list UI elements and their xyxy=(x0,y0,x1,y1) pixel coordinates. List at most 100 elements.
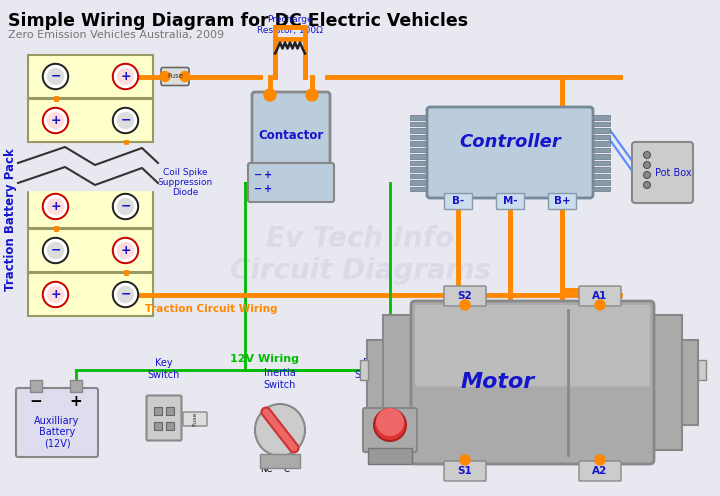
Bar xyxy=(444,193,472,209)
Circle shape xyxy=(644,172,650,179)
Bar xyxy=(592,161,610,165)
Circle shape xyxy=(306,89,318,101)
FancyBboxPatch shape xyxy=(579,286,621,306)
FancyBboxPatch shape xyxy=(28,273,153,316)
Bar xyxy=(360,360,368,380)
FancyBboxPatch shape xyxy=(146,395,181,440)
Circle shape xyxy=(160,71,170,81)
Text: Controller: Controller xyxy=(459,133,561,151)
Circle shape xyxy=(117,68,133,84)
Bar xyxy=(592,122,610,126)
Text: S1: S1 xyxy=(458,466,472,476)
Circle shape xyxy=(48,113,63,128)
Text: +: + xyxy=(50,114,60,127)
Bar xyxy=(410,167,428,172)
Text: −: − xyxy=(50,70,60,83)
Text: B+: B+ xyxy=(554,196,570,206)
Text: Traction Battery Pack: Traction Battery Pack xyxy=(4,149,17,291)
Text: Emergency
Stop Button(s): Emergency Stop Button(s) xyxy=(354,359,426,380)
Text: +: + xyxy=(120,70,131,83)
Bar xyxy=(30,380,42,392)
Bar xyxy=(496,193,524,209)
FancyBboxPatch shape xyxy=(28,185,153,228)
Bar xyxy=(410,161,428,165)
Circle shape xyxy=(42,238,68,263)
Bar xyxy=(410,180,428,185)
Circle shape xyxy=(48,243,63,258)
Text: NC: NC xyxy=(394,457,406,466)
Bar xyxy=(592,180,610,185)
Circle shape xyxy=(644,182,650,188)
Bar xyxy=(410,174,428,178)
Text: Motor: Motor xyxy=(460,372,534,392)
Bar xyxy=(410,141,428,145)
Bar xyxy=(592,128,610,132)
Bar xyxy=(592,141,610,145)
Circle shape xyxy=(45,65,66,87)
Text: B-: B- xyxy=(452,196,464,206)
Circle shape xyxy=(595,455,605,465)
Circle shape xyxy=(644,162,650,169)
Bar xyxy=(260,454,300,468)
Text: −: − xyxy=(120,288,131,301)
Bar xyxy=(592,115,610,120)
Circle shape xyxy=(114,240,137,261)
Circle shape xyxy=(644,151,650,159)
Text: +: + xyxy=(264,184,272,194)
Bar xyxy=(592,147,610,152)
Text: +: + xyxy=(70,394,82,410)
Text: Fuse: Fuse xyxy=(167,73,183,79)
Text: −: − xyxy=(120,200,131,213)
FancyBboxPatch shape xyxy=(183,412,207,426)
Text: Contactor: Contactor xyxy=(258,129,323,142)
Bar xyxy=(698,360,706,380)
Text: Zero Emission Vehicles Australia, 2009: Zero Emission Vehicles Australia, 2009 xyxy=(8,30,224,40)
Circle shape xyxy=(460,300,470,310)
Circle shape xyxy=(48,68,63,84)
Circle shape xyxy=(114,195,137,218)
Text: −: − xyxy=(120,114,131,127)
Bar xyxy=(154,422,162,430)
Text: M-: M- xyxy=(503,196,517,206)
Circle shape xyxy=(48,287,63,303)
Circle shape xyxy=(114,110,137,131)
Bar xyxy=(410,115,428,120)
Bar xyxy=(650,315,682,450)
Circle shape xyxy=(42,282,68,308)
FancyBboxPatch shape xyxy=(411,301,654,464)
Text: Ev Tech Info
Circuit Diagrams: Ev Tech Info Circuit Diagrams xyxy=(230,225,490,285)
Circle shape xyxy=(42,108,68,133)
Bar xyxy=(70,380,82,392)
FancyBboxPatch shape xyxy=(632,142,693,203)
Text: −: − xyxy=(50,244,60,257)
Text: A1: A1 xyxy=(593,291,608,301)
FancyBboxPatch shape xyxy=(444,461,486,481)
Text: Inertia
Switch: Inertia Switch xyxy=(264,369,296,390)
Bar xyxy=(410,122,428,126)
Text: Precharge
Resistor, 100Ω: Precharge Resistor, 100Ω xyxy=(257,15,323,35)
Bar xyxy=(410,154,428,159)
FancyBboxPatch shape xyxy=(415,305,650,386)
Text: Simple Wiring Diagram for DC Electric Vehicles: Simple Wiring Diagram for DC Electric Ve… xyxy=(8,12,468,30)
Circle shape xyxy=(180,71,190,81)
Text: +: + xyxy=(120,244,131,257)
Circle shape xyxy=(376,408,404,436)
Bar xyxy=(166,422,174,430)
Circle shape xyxy=(42,193,68,220)
Bar xyxy=(592,134,610,139)
Circle shape xyxy=(595,300,605,310)
Circle shape xyxy=(45,195,66,218)
Bar xyxy=(368,448,412,464)
Bar xyxy=(592,186,610,191)
Bar xyxy=(410,128,428,132)
Text: −: − xyxy=(254,170,262,180)
Circle shape xyxy=(117,198,133,214)
Circle shape xyxy=(114,284,137,306)
Circle shape xyxy=(460,455,470,465)
Text: Auxilliary
Battery
(12V): Auxilliary Battery (12V) xyxy=(35,416,80,449)
Text: 12V Wiring: 12V Wiring xyxy=(230,354,300,364)
Circle shape xyxy=(112,108,138,133)
Text: S2: S2 xyxy=(458,291,472,301)
Bar xyxy=(367,340,383,425)
Bar xyxy=(682,340,698,425)
